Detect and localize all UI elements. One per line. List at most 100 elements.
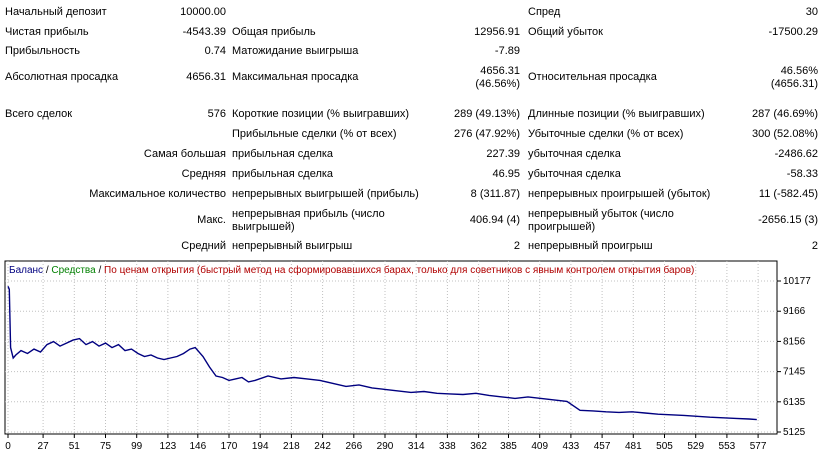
largest-label: Самая большая	[143, 148, 226, 160]
rel-drawdown-value: 46.56%	[780, 65, 818, 77]
chart-grid	[5, 261, 777, 434]
average-profit-value: 46.95	[492, 168, 520, 180]
largest-loss-value: -2486.62	[774, 148, 818, 160]
short-positions-label: Короткие позиции (% выигравших)	[232, 108, 410, 120]
total-trades-value: 576	[207, 108, 226, 120]
abs-drawdown-value: 4656.31	[186, 71, 226, 83]
largest-loss-label: убыточная сделка	[528, 148, 621, 160]
x-tick-label: 457	[594, 441, 611, 452]
largest-profit-value: 227.39	[486, 148, 520, 160]
x-tick-label: 123	[160, 441, 177, 452]
profit-factor-label: Прибыльность	[5, 45, 80, 57]
avg-consecutive-wins-label: непрерывный выигрыш	[232, 240, 353, 252]
x-tick-label: 314	[408, 441, 425, 452]
largest-profit-label: прибыльная сделка	[232, 148, 334, 160]
average-loss-label: убыточная сделка	[528, 168, 621, 180]
max-consecutive-wins-value: 8 (311.87)	[470, 188, 520, 200]
x-tick-label: 242	[314, 441, 331, 452]
short-positions-value: 289 (49.13%)	[453, 108, 520, 120]
x-tick-label: 553	[719, 441, 736, 452]
initial-deposit-value: 10000.00	[180, 6, 226, 18]
average-profit-label: прибыльная сделка	[232, 168, 334, 180]
y-tick-label: 9166	[783, 306, 806, 317]
max-consecutive-loss-label: непрерывный убыток (число проигрышей)	[528, 208, 674, 233]
x-tick-label: 218	[283, 441, 300, 452]
chart-line-layer	[7, 286, 757, 421]
avg-consecutive-losses-label: непрерывный проигрыш	[528, 240, 653, 252]
long-positions-label: Длинные позиции (% выигравших)	[528, 108, 705, 120]
legend-method: По ценам открытия (быстрый метод на сфор…	[104, 264, 694, 276]
max-consecutive-wins-label: непрерывных выигрышей (прибыль)	[232, 188, 419, 200]
max-consecutive-profit-label: непрерывная прибыль (число выигрышей)	[232, 208, 385, 233]
max-drawdown-label: Максимальная просадка	[232, 71, 359, 83]
legend-separator-1: /	[46, 265, 52, 276]
x-tick-label: 505	[656, 441, 673, 452]
max-drawdown-value: 4656.31	[480, 65, 520, 77]
x-tick-label: 99	[131, 441, 143, 452]
max-consecutive-losses-value: 11 (-582.45)	[758, 188, 818, 200]
max-consecutive-profit-value: 406.94 (4)	[469, 214, 520, 226]
x-tick-label: 266	[345, 441, 362, 452]
long-positions-value: 287 (46.69%)	[751, 108, 818, 120]
x-tick-label: 170	[221, 441, 238, 452]
y-tick-label: 10177	[783, 276, 811, 287]
avg-consecutive-losses-value: 2	[811, 240, 818, 252]
loss-trades-label: Убыточные сделки (% от всех)	[528, 128, 684, 140]
y-tick-label: 8156	[783, 336, 806, 347]
chart-y-axis: 10177 9166 8156 7145 6135 5125	[777, 276, 811, 438]
chart-legend: Баланс / Средства / По ценам открытия (б…	[9, 264, 694, 276]
x-tick-label: 290	[377, 441, 394, 452]
loss-trades-value: 300 (52.08%)	[751, 128, 818, 140]
max-count-label: Максимальное количество	[89, 188, 226, 200]
x-tick-label: 75	[100, 441, 112, 452]
legend-balance: Баланс	[9, 265, 43, 276]
y-tick-label: 7145	[783, 367, 806, 378]
gross-profit-value: 12956.91	[474, 26, 520, 38]
gross-loss-value: -17500.29	[768, 26, 818, 38]
max-consecutive-losses-label: непрерывных проигрышей (убыток)	[528, 188, 711, 200]
max-label: Макс.	[197, 214, 226, 226]
x-tick-label: 409	[531, 441, 548, 452]
net-profit-value: -4543.39	[182, 26, 226, 38]
spread-value: 30	[805, 6, 818, 18]
expected-payoff-label: Матожидание выигрыша	[232, 45, 359, 57]
x-tick-label: 385	[500, 441, 517, 452]
x-tick-label: 0	[5, 441, 11, 452]
x-tick-label: 27	[38, 441, 50, 452]
x-tick-label: 433	[563, 441, 580, 452]
x-tick-label: 194	[252, 441, 269, 452]
rel-drawdown-label: Относительная просадка	[528, 71, 657, 83]
x-tick-label: 577	[750, 441, 767, 452]
profit-trades-value: 276 (47.92%)	[453, 128, 520, 140]
y-tick-label: 6135	[783, 397, 806, 408]
balance-line	[7, 286, 757, 421]
balance-chart-svg: 0 27 51 75 99 123 146 170 194 218 242 266 290 314 338 3…	[4, 260, 811, 452]
rel-drawdown-amount: (4656.31)	[770, 78, 818, 90]
max-consecutive-loss-value: -2656.15 (3)	[758, 214, 818, 226]
balance-chart: 0 27 51 75 99 123 146 170 194 218 242 266 290 314 338 3…	[0, 259, 838, 463]
max-drawdown-percent: (46.56%)	[475, 78, 520, 90]
x-tick-label: 51	[69, 441, 81, 452]
x-tick-label: 362	[470, 441, 487, 452]
legend-separator-2: /	[98, 265, 104, 276]
x-tick-label: 146	[189, 441, 206, 452]
spread-label: Спред	[528, 6, 561, 18]
legend-equity: Средства	[51, 265, 96, 276]
x-tick-label: 481	[625, 441, 642, 452]
x-tick-label: 529	[687, 441, 704, 452]
expected-payoff-value: -7.89	[494, 45, 520, 57]
y-tick-label: 5125	[783, 427, 806, 438]
average-label: Средняя	[181, 168, 226, 180]
profit-factor-value: 0.74	[204, 45, 226, 57]
average-loss-value: -58.33	[786, 168, 818, 180]
avg-label: Средний	[181, 240, 226, 252]
profit-trades-label: Прибыльные сделки (% от всех)	[232, 128, 397, 140]
chart-x-axis: 0 27 51 75 99 123 146 170 194 218 242 266 290 314 338 3…	[5, 434, 767, 452]
chart-plot-frame	[4, 260, 778, 435]
total-trades-label: Всего сделок	[5, 108, 73, 120]
gross-profit-label: Общая прибыль	[232, 26, 316, 38]
gross-loss-label: Общий убыток	[528, 26, 603, 38]
avg-consecutive-wins-value: 2	[513, 240, 520, 252]
abs-drawdown-label: Абсолютная просадка	[5, 71, 119, 83]
x-tick-label: 338	[439, 441, 456, 452]
